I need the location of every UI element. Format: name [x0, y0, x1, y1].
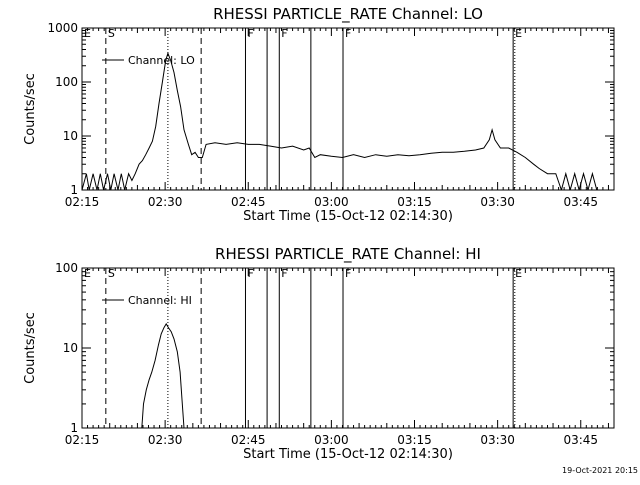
x-tick-label: 03:15: [397, 195, 432, 209]
marker-label: E: [84, 27, 91, 40]
x-tick-label: 03:00: [314, 195, 349, 209]
x-tick-label: 03:30: [480, 433, 515, 447]
x-tick-label: 02:15: [65, 195, 100, 209]
series-line: [141, 322, 185, 428]
y-tick-label: 1: [70, 183, 78, 197]
chart-title: RHESSI PARTICLE_RATE Channel: LO: [213, 5, 483, 24]
y-tick-label: 1: [70, 421, 78, 435]
x-axis-label: Start Time (15-Oct-12 02:14:30): [243, 209, 453, 224]
marker-label: E: [515, 27, 522, 40]
marker-label: F: [345, 27, 351, 40]
x-tick-label: 02:30: [148, 195, 183, 209]
marker-label: F: [247, 27, 253, 40]
y-tick-label: 1000: [47, 21, 78, 35]
footer-timestamp: 19-Oct-2021 20:15: [562, 466, 638, 475]
plot-frame: [81, 267, 615, 429]
x-tick-label: 03:45: [563, 195, 598, 209]
legend-label: Channel: HI: [128, 294, 192, 307]
x-tick-label: 02:45: [231, 433, 266, 447]
y-tick-label: 100: [55, 75, 78, 89]
y-tick-label: 10: [63, 129, 78, 143]
x-tick-label: 02:45: [231, 195, 266, 209]
x-tick-label: 02:30: [148, 433, 183, 447]
marker-label: E: [515, 267, 522, 280]
y-axis-label: Counts/sec: [23, 73, 38, 145]
marker-label: E: [84, 267, 91, 280]
y-tick-label: 10: [63, 341, 78, 355]
x-tick-label: 03:45: [563, 433, 598, 447]
chart-title: RHESSI PARTICLE_RATE Channel: HI: [215, 245, 481, 264]
x-tick-label: 02:15: [65, 433, 100, 447]
x-tick-label: 03:00: [314, 433, 349, 447]
chart-panel-1: RHESSI PARTICLE_RATE Channel: LO E S F F F E 02…: [23, 5, 615, 224]
x-tick-label: 03:15: [397, 433, 432, 447]
marker-label: S: [108, 27, 115, 40]
marker-label: F: [281, 267, 287, 280]
chart-panel-2: RHESSI PARTICLE_RATE Channel: HI E S F F F E 02…: [23, 245, 615, 462]
x-axis-label: Start Time (15-Oct-12 02:14:30): [243, 447, 453, 462]
y-tick-label: 100: [55, 261, 78, 275]
y-axis-label: Counts/sec: [23, 312, 38, 384]
marker-label: F: [345, 267, 351, 280]
series-line: [82, 51, 598, 190]
marker-label: F: [247, 267, 253, 280]
legend-label: Channel: LO: [128, 54, 195, 67]
x-tick-label: 03:30: [480, 195, 515, 209]
marker-label: S: [108, 267, 115, 280]
marker-label: F: [281, 27, 287, 40]
plot-frame: [81, 27, 615, 191]
